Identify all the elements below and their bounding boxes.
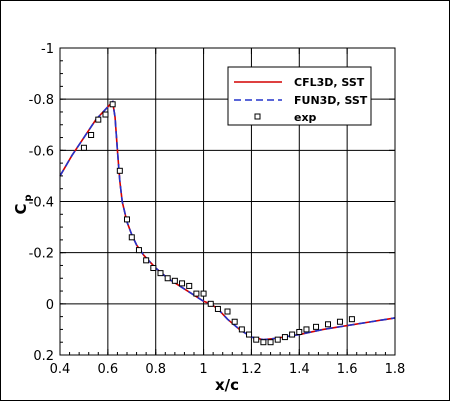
x-tick-label: 0.4: [50, 362, 71, 377]
exp-point: [336, 318, 343, 325]
exp-point: [267, 339, 274, 346]
legend-label-fun3d: FUN3D, SST: [294, 94, 368, 107]
y-tick-label: -0.6: [29, 144, 54, 159]
exp-point: [164, 275, 171, 282]
exp-point: [143, 257, 150, 264]
x-tick-label: 1.8: [385, 362, 406, 377]
exp-point: [128, 234, 135, 241]
y-axis-label-sub: p: [23, 194, 34, 201]
exp-point: [260, 339, 267, 346]
exp-point: [224, 308, 231, 315]
exp-point: [214, 305, 221, 312]
exp-point: [231, 318, 238, 325]
exp-point: [303, 326, 310, 333]
exp-point: [281, 334, 288, 341]
y-tick-label: -0.4: [29, 196, 54, 211]
exp-point: [289, 331, 296, 338]
exp-point: [274, 336, 281, 343]
y-axis-label-main: C: [12, 203, 30, 214]
legend-marker-exp: [254, 113, 261, 120]
exp-point: [171, 277, 178, 284]
y-tick-label: 0: [46, 298, 54, 313]
exp-point: [124, 216, 130, 223]
exp-point: [179, 280, 186, 287]
exp-point: [296, 328, 303, 335]
exp-point: [116, 167, 123, 174]
exp-point: [95, 116, 102, 123]
exp-point: [109, 101, 116, 108]
legend-label-cfl3d: CFL3D, SST: [294, 76, 365, 89]
exp-point: [88, 131, 95, 138]
legend: CFL3D, SST FUN3D, SST exp: [227, 66, 372, 126]
exp-point: [246, 331, 253, 338]
y-tick-label: -0.2: [29, 247, 54, 262]
x-tick-label: 1.4: [289, 362, 310, 377]
x-tick-label: 1: [199, 362, 207, 377]
x-tick-label: 0.8: [145, 362, 166, 377]
exp-point: [135, 247, 142, 254]
exp-point: [325, 321, 331, 328]
exp-point: [238, 326, 245, 333]
exp-point: [200, 290, 207, 297]
exp-point: [253, 336, 260, 343]
x-tick-label: 1.2: [241, 362, 262, 377]
ticks: 0.4 0.6 0.8 1 1.2 1.4 1.6 1.8 0.2 0 -0.2 -0.4 -0.6 -0…: [29, 42, 406, 377]
y-tick-label: -0.8: [29, 93, 54, 108]
y-tick-label: 0.2: [33, 349, 54, 364]
legend-label-exp: exp: [294, 111, 317, 124]
exp-point: [193, 290, 200, 297]
exp-point: [150, 265, 157, 272]
exp-point: [157, 270, 164, 277]
exp-point: [80, 144, 87, 151]
grid: [60, 48, 395, 355]
legend-box: [227, 66, 372, 126]
y-tick-label: -1: [41, 42, 54, 57]
x-tick-label: 0.6: [98, 362, 119, 377]
series-group: [59, 99, 396, 346]
exp-point: [313, 323, 320, 330]
exp-point: [186, 282, 193, 289]
x-tick-label: 1.6: [337, 362, 358, 377]
x-axis-label: x/c: [215, 376, 239, 394]
y-axis-label: C p: [12, 194, 34, 214]
exp-point: [348, 316, 355, 323]
exp-point: [102, 111, 109, 118]
exp-point: [207, 300, 214, 307]
